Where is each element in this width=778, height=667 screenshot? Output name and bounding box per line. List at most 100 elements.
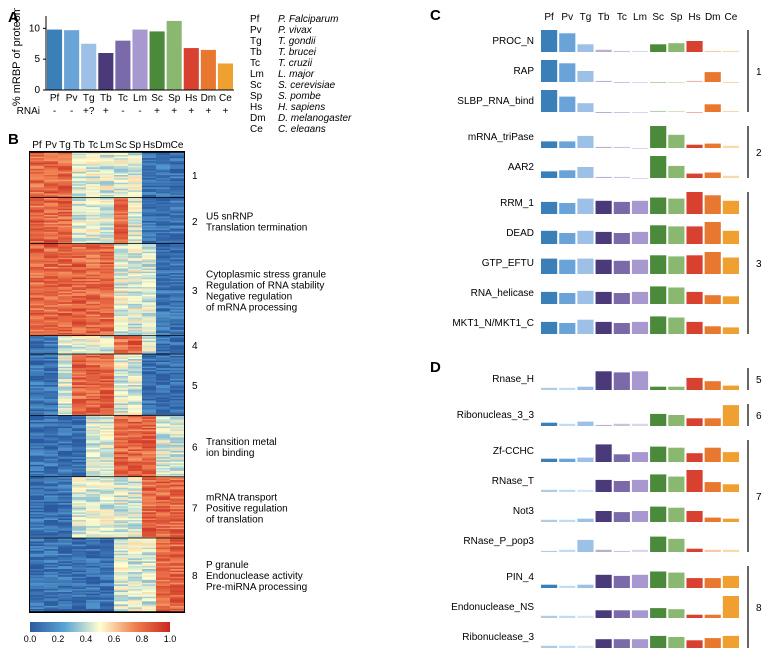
rnai-value: - xyxy=(70,106,73,117)
mini-col-label: Sp xyxy=(670,12,683,23)
mini-bar xyxy=(614,261,630,274)
mini-bar xyxy=(541,490,557,492)
rnai-value: + xyxy=(171,106,177,117)
mini-bar xyxy=(723,386,739,390)
mini-bar xyxy=(723,201,739,214)
mini-bar xyxy=(541,171,557,178)
colorbar xyxy=(30,622,170,632)
mini-bar xyxy=(632,82,648,83)
mini-bar xyxy=(705,482,721,492)
mini-bar xyxy=(723,636,739,648)
mini-bar xyxy=(577,103,593,112)
mini-bar xyxy=(559,424,575,426)
mini-bar xyxy=(577,646,593,648)
domain-name: RAP xyxy=(513,66,534,77)
cluster-annotation: P granule xyxy=(206,560,249,571)
mini-bar xyxy=(650,507,666,522)
mini-bar xyxy=(668,508,684,522)
mini-bar xyxy=(650,447,666,462)
mini-bar xyxy=(705,222,721,244)
bar xyxy=(167,21,182,90)
mini-bar xyxy=(559,586,575,588)
mini-bar xyxy=(632,232,648,244)
mini-bar xyxy=(577,291,593,304)
mini-bar xyxy=(614,323,630,334)
mini-bar xyxy=(632,452,648,462)
mini-bar xyxy=(668,166,684,178)
mini-bar xyxy=(559,33,575,52)
mini-bar xyxy=(723,519,739,522)
mini-bar xyxy=(705,550,721,552)
rnai-value: - xyxy=(121,106,124,117)
mini-bar xyxy=(686,511,702,522)
heatmap-col-label: Dm xyxy=(155,140,171,151)
panel-d: DRnase_H5Ribonucleas_3_36Zf-CCHCRNase_TN… xyxy=(430,360,778,667)
mini-bar xyxy=(596,425,612,426)
mini-bar xyxy=(559,203,575,214)
mini-bar xyxy=(686,549,702,552)
mini-bar xyxy=(686,255,702,274)
legend-code: Lm xyxy=(250,69,264,80)
species-code: Ce xyxy=(219,93,232,104)
mini-bar xyxy=(705,252,721,274)
mini-bar xyxy=(705,518,721,522)
mini-bar xyxy=(668,637,684,648)
mini-bar xyxy=(632,639,648,648)
mini-bar xyxy=(632,511,648,522)
mini-bar xyxy=(614,576,630,588)
heatmap-col-label: Tc xyxy=(88,140,98,151)
domain-name: mRNA_triPase xyxy=(468,132,535,143)
cluster-annotation: of mRNA processing xyxy=(206,303,297,314)
cluster-number: 3 xyxy=(192,286,198,297)
mini-col-label: Dm xyxy=(705,12,721,23)
rnai-value: +? xyxy=(83,106,95,117)
mini-bar xyxy=(723,484,739,492)
mini-bar xyxy=(614,177,630,178)
cluster-number: 8 xyxy=(756,603,762,614)
rnai-value: + xyxy=(188,106,194,117)
mini-bar xyxy=(559,141,575,148)
mini-bar xyxy=(668,256,684,274)
cluster-annotation: Transition metal xyxy=(206,437,277,448)
mini-bar xyxy=(686,226,702,244)
legend-name: T. brucei xyxy=(278,47,317,58)
mini-bar xyxy=(559,490,575,492)
mini-col-label: Hs xyxy=(688,12,700,23)
mini-bar xyxy=(577,71,593,82)
mini-bar xyxy=(650,111,666,112)
mini-bar xyxy=(614,639,630,648)
mini-bar xyxy=(614,233,630,244)
mini-col-label: Sc xyxy=(652,12,664,23)
mini-bar xyxy=(559,646,575,648)
mini-bar xyxy=(668,415,684,426)
mini-bar xyxy=(686,640,702,648)
species-code: Sc xyxy=(151,93,163,104)
mini-bar xyxy=(650,255,666,274)
mini-bar xyxy=(723,327,739,334)
mini-bar xyxy=(596,610,612,618)
mini-bar xyxy=(559,63,575,82)
mini-bar xyxy=(686,578,702,588)
mini-bar xyxy=(614,512,630,522)
panel-b-label: B xyxy=(8,131,19,148)
mini-bar xyxy=(541,292,557,304)
mini-bar xyxy=(577,136,593,148)
mini-bar xyxy=(596,50,612,52)
mini-bar xyxy=(668,539,684,552)
heatmap-col-label: Tb xyxy=(73,140,85,151)
mini-bar xyxy=(723,82,739,83)
mini-bar xyxy=(577,490,593,492)
mini-bar xyxy=(705,195,721,214)
mini-bar xyxy=(632,480,648,492)
mini-bar xyxy=(559,388,575,390)
mini-bar xyxy=(596,260,612,274)
cluster-number: 7 xyxy=(192,504,198,515)
species-code: Sp xyxy=(168,93,181,104)
mini-bar xyxy=(632,424,648,426)
mini-bar xyxy=(596,639,612,648)
bar xyxy=(115,41,130,90)
mini-bar xyxy=(723,550,739,552)
species-code: Tc xyxy=(118,93,128,104)
bar xyxy=(47,30,62,90)
species-code: Tb xyxy=(100,93,112,104)
